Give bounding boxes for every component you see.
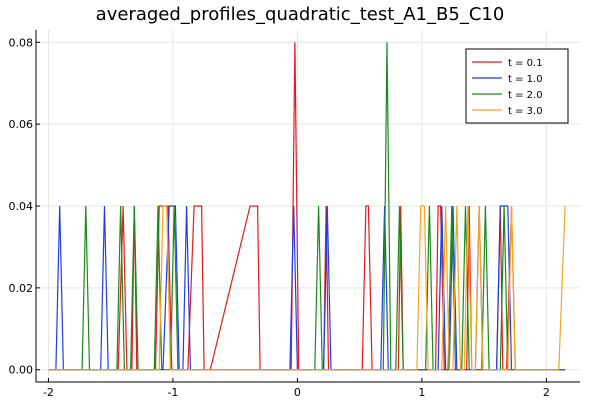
chart-title: averaged_profiles_quadratic_test_A1_B5_C… [96,4,505,25]
x-tick-label: -1 [167,386,178,399]
x-tick-label: 0 [294,386,301,399]
legend: t = 0.1 t = 1.0 t = 2.0 t = 3.0 [465,48,569,124]
legend-label: t = 3.0 [508,106,543,117]
y-tick-label: 0.06 [9,118,34,131]
x-tick-label: 2 [543,386,550,399]
y-tick-label: 0.00 [9,364,34,377]
y-tick-label: 0.08 [9,36,34,49]
x-tick-label: 1 [418,386,425,399]
x-tick-label: -2 [43,386,54,399]
legend-label: t = 2.0 [508,90,543,101]
legend-label: t = 0.1 [508,58,543,69]
y-tick-label: 0.04 [9,200,34,213]
legend-box [465,48,569,124]
plot-area [48,42,566,371]
series-line-4 [48,205,566,371]
y-tick-label: 0.02 [9,282,34,295]
axes: -2 -1 0 1 2 0.00 0.02 0.04 0.06 0.08 [9,30,580,399]
legend-label: t = 1.0 [508,74,543,85]
